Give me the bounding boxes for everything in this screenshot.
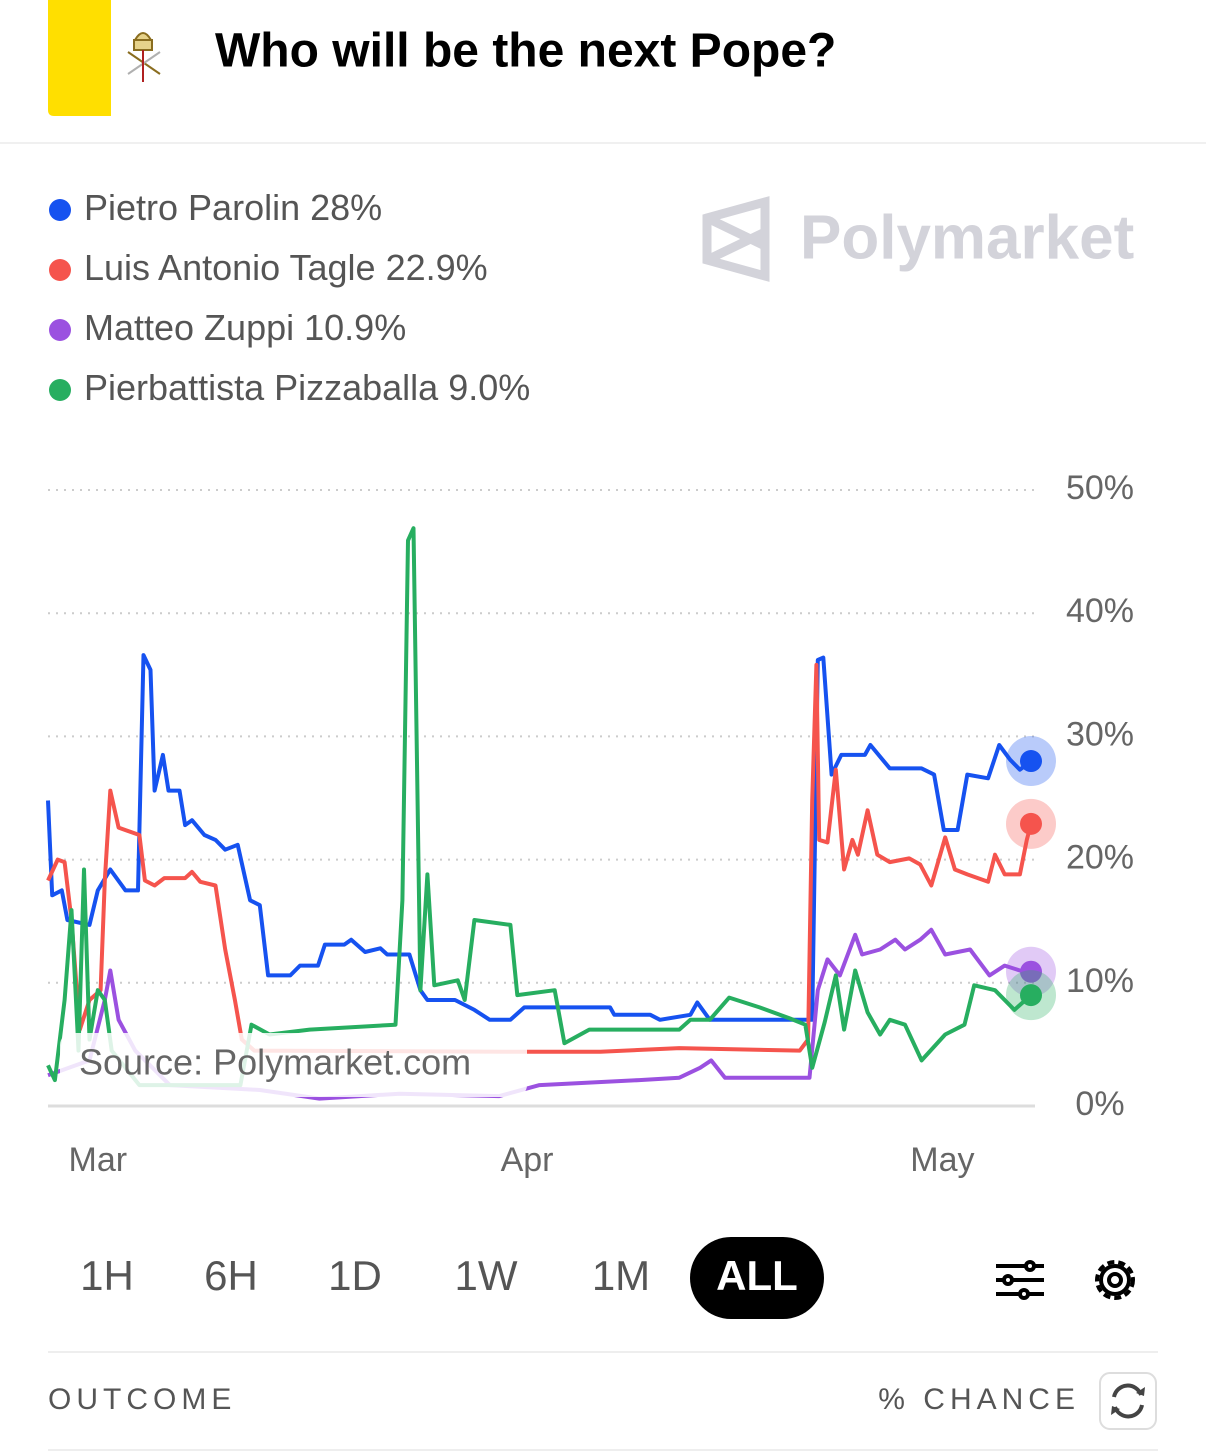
legend-label: Pietro Parolin 28% [84,187,382,228]
legend-name: Pierbattista Pizzaballa [84,367,439,408]
x-tick-label: Mar [69,1141,128,1179]
legend-value: 10.9% [304,307,406,348]
end-dot [1020,750,1042,773]
settings-icon[interactable] [1095,1260,1135,1300]
y-tick-label: 30% [1066,715,1134,753]
time-range-label: 1W [455,1252,518,1299]
y-tick-label: 10% [1066,962,1134,1000]
end-dot [1020,984,1042,1007]
y-tick-label: 50% [1066,469,1134,507]
legend-value: 9.0% [448,367,530,408]
time-range-label: ALL [716,1252,798,1299]
series-line [46,653,1033,1022]
x-tick-label: Apr [501,1141,554,1179]
watermark-text: Polymarket [800,203,1134,272]
time-range-label: 1H [80,1252,134,1299]
series-line [46,662,1033,1054]
y-tick-label: 0% [1075,1085,1124,1123]
legend-name: Luis Antonio Tagle [84,247,376,288]
papal-emblem [127,32,161,82]
time-range-button[interactable]: 1D [328,1252,382,1299]
refresh-button[interactable] [1099,1372,1157,1430]
time-range-button[interactable]: 1M [592,1252,650,1299]
legend-dot [49,199,71,221]
legend: Pietro Parolin 28% Luis Antonio Tagle 22.9%… [49,187,530,408]
series-line [46,526,1033,1088]
legend-label: Pierbattista Pizzaballa 9.0% [84,367,530,408]
legend-dot [49,259,71,281]
y-tick-label: 20% [1066,839,1134,877]
legend-label: Luis Antonio Tagle 22.9% [84,247,488,288]
time-range-button[interactable]: 6H [204,1252,258,1299]
time-range-selector: 1H 6H 1D 1W 1M ALL [80,1237,824,1319]
legend-dot [49,319,71,341]
source-label: Source: Polymarket.com [79,1042,471,1083]
selected-pill [690,1237,824,1319]
watermark-logo [702,196,770,282]
y-tick-label: 40% [1066,592,1134,630]
page-title: Who will be the next Pope? [215,25,836,78]
legend-value: 28% [310,187,382,228]
source-box [60,1033,527,1097]
legend-value: 22.9% [386,247,488,288]
x-tick-label: May [910,1141,974,1179]
time-range-button[interactable]: ALL [690,1237,824,1319]
time-range-label: 1M [592,1252,650,1299]
legend-dot [49,379,71,401]
legend-label: Matteo Zuppi 10.9% [84,307,406,348]
legend-name: Pietro Parolin [84,187,300,228]
end-dot [1020,812,1042,835]
chance-header: % CHANCE [878,1383,1080,1416]
legend-name: Matteo Zuppi [84,307,294,348]
time-range-button[interactable]: 1W [455,1252,518,1299]
outcome-header: OUTCOME [48,1383,236,1416]
flag-stripe [48,0,111,116]
plot: 0% 10% 20% 30% 40% 50% Mar Apr May [46,469,1134,1179]
filter-icon[interactable] [996,1260,1044,1300]
time-range-button[interactable]: 1H [80,1252,134,1299]
time-range-label: 6H [204,1252,258,1299]
time-range-label: 1D [328,1252,382,1299]
end-dot [1020,960,1042,983]
